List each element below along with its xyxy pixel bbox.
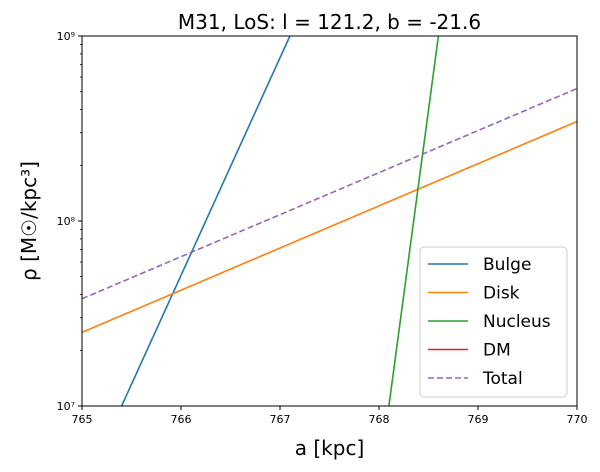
y-tick-label: 10⁹ [57, 30, 75, 43]
legend-label-bulge: Bulge [483, 255, 531, 275]
x-axis-label: a [kpc] [295, 436, 365, 460]
chart-title: M31, LoS: l = 121.2, b = -21.6 [178, 10, 481, 34]
y-axis-label: ρ [M☉/kpc³] [17, 161, 41, 281]
y-axis-ticks: 10⁷ 10⁸ 10⁹ [57, 30, 82, 413]
y-axis-minor-ticks [80, 44, 82, 351]
x-axis-ticks: 765 766 767 768 769 770 [72, 406, 588, 426]
legend-label-nucleus: Nucleus [483, 312, 551, 332]
legend-label-total: Total [482, 369, 523, 389]
series-line-nucleus [388, 36, 440, 406]
y-tick-label: 10⁸ [57, 215, 76, 228]
x-tick-label: 768 [369, 413, 390, 426]
legend-label-dm: DM [483, 341, 511, 361]
x-tick-label: 767 [270, 413, 291, 426]
x-tick-label: 770 [567, 413, 588, 426]
series-lines [82, 36, 577, 406]
series-line-bulge [120, 36, 291, 406]
legend-label-disk: Disk [483, 284, 520, 304]
x-tick-label: 769 [468, 413, 489, 426]
series-line-disk [82, 120, 577, 334]
x-tick-label: 765 [72, 413, 93, 426]
y-tick-label: 10⁷ [57, 400, 75, 413]
legend-box [419, 246, 568, 398]
x-tick-label: 766 [171, 413, 192, 426]
legend: Bulge Disk Nucleus DM Total [419, 246, 568, 398]
